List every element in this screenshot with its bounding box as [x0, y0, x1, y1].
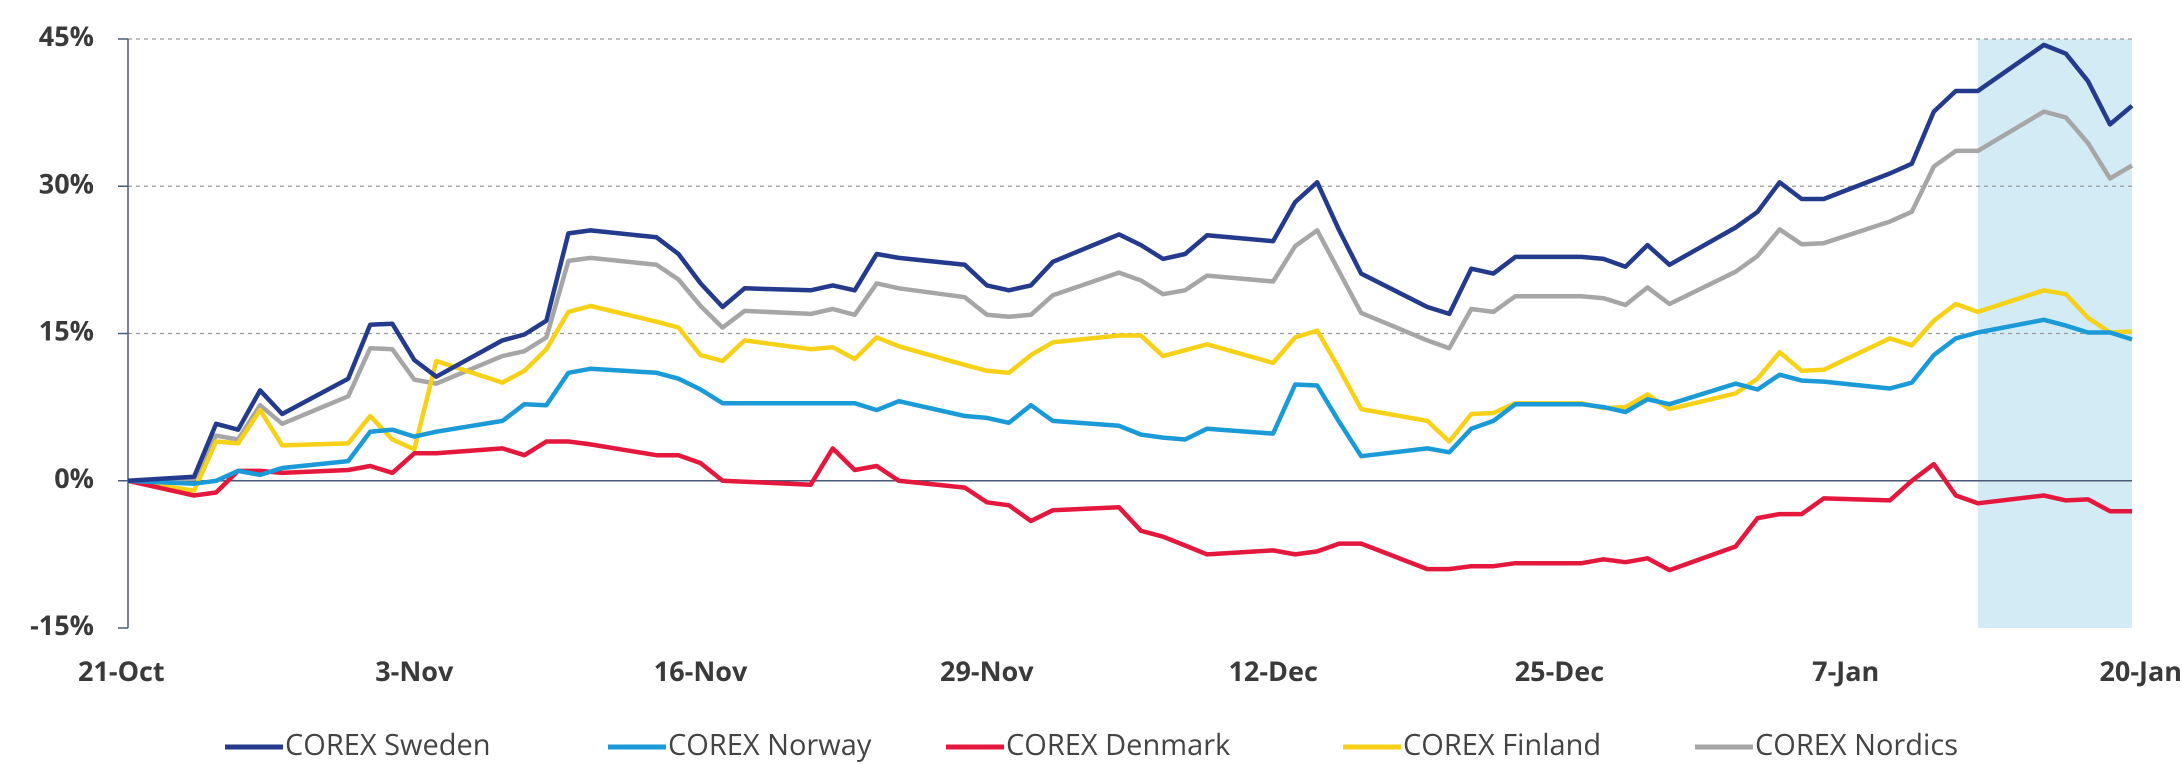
series-line — [127, 439, 2132, 573]
legend-label: COREX Sweden — [285, 725, 491, 764]
series-line — [127, 42, 2134, 484]
x-tick-label: 12-Dec — [1228, 652, 1318, 689]
series-line — [127, 288, 2133, 493]
x-tick-label: 21-Oct — [78, 652, 165, 689]
x-tick-label: 20-Jan — [2099, 652, 2182, 689]
y-tick-label: -15% — [30, 606, 94, 643]
legend-label: COREX Norway — [668, 725, 872, 764]
y-tick-label: 30% — [39, 164, 94, 201]
series-line — [127, 317, 2133, 486]
x-tick-label: 29-Nov — [940, 652, 1034, 689]
legend-label: COREX Denmark — [1006, 725, 1231, 764]
y-tick-label: 45% — [39, 17, 94, 54]
x-tick-label: 16-Nov — [654, 652, 748, 689]
series-line — [127, 109, 2134, 484]
legend-label: COREX Finland — [1403, 725, 1601, 764]
legend-label: COREX Nordics — [1755, 725, 1958, 764]
x-tick-label: 3-Nov — [375, 652, 454, 689]
x-tick-label: 25-Dec — [1515, 652, 1605, 689]
y-tick-label: 0% — [54, 459, 94, 496]
x-tick-label: 7-Jan — [1812, 652, 1879, 689]
y-tick-label: 15% — [39, 312, 94, 349]
